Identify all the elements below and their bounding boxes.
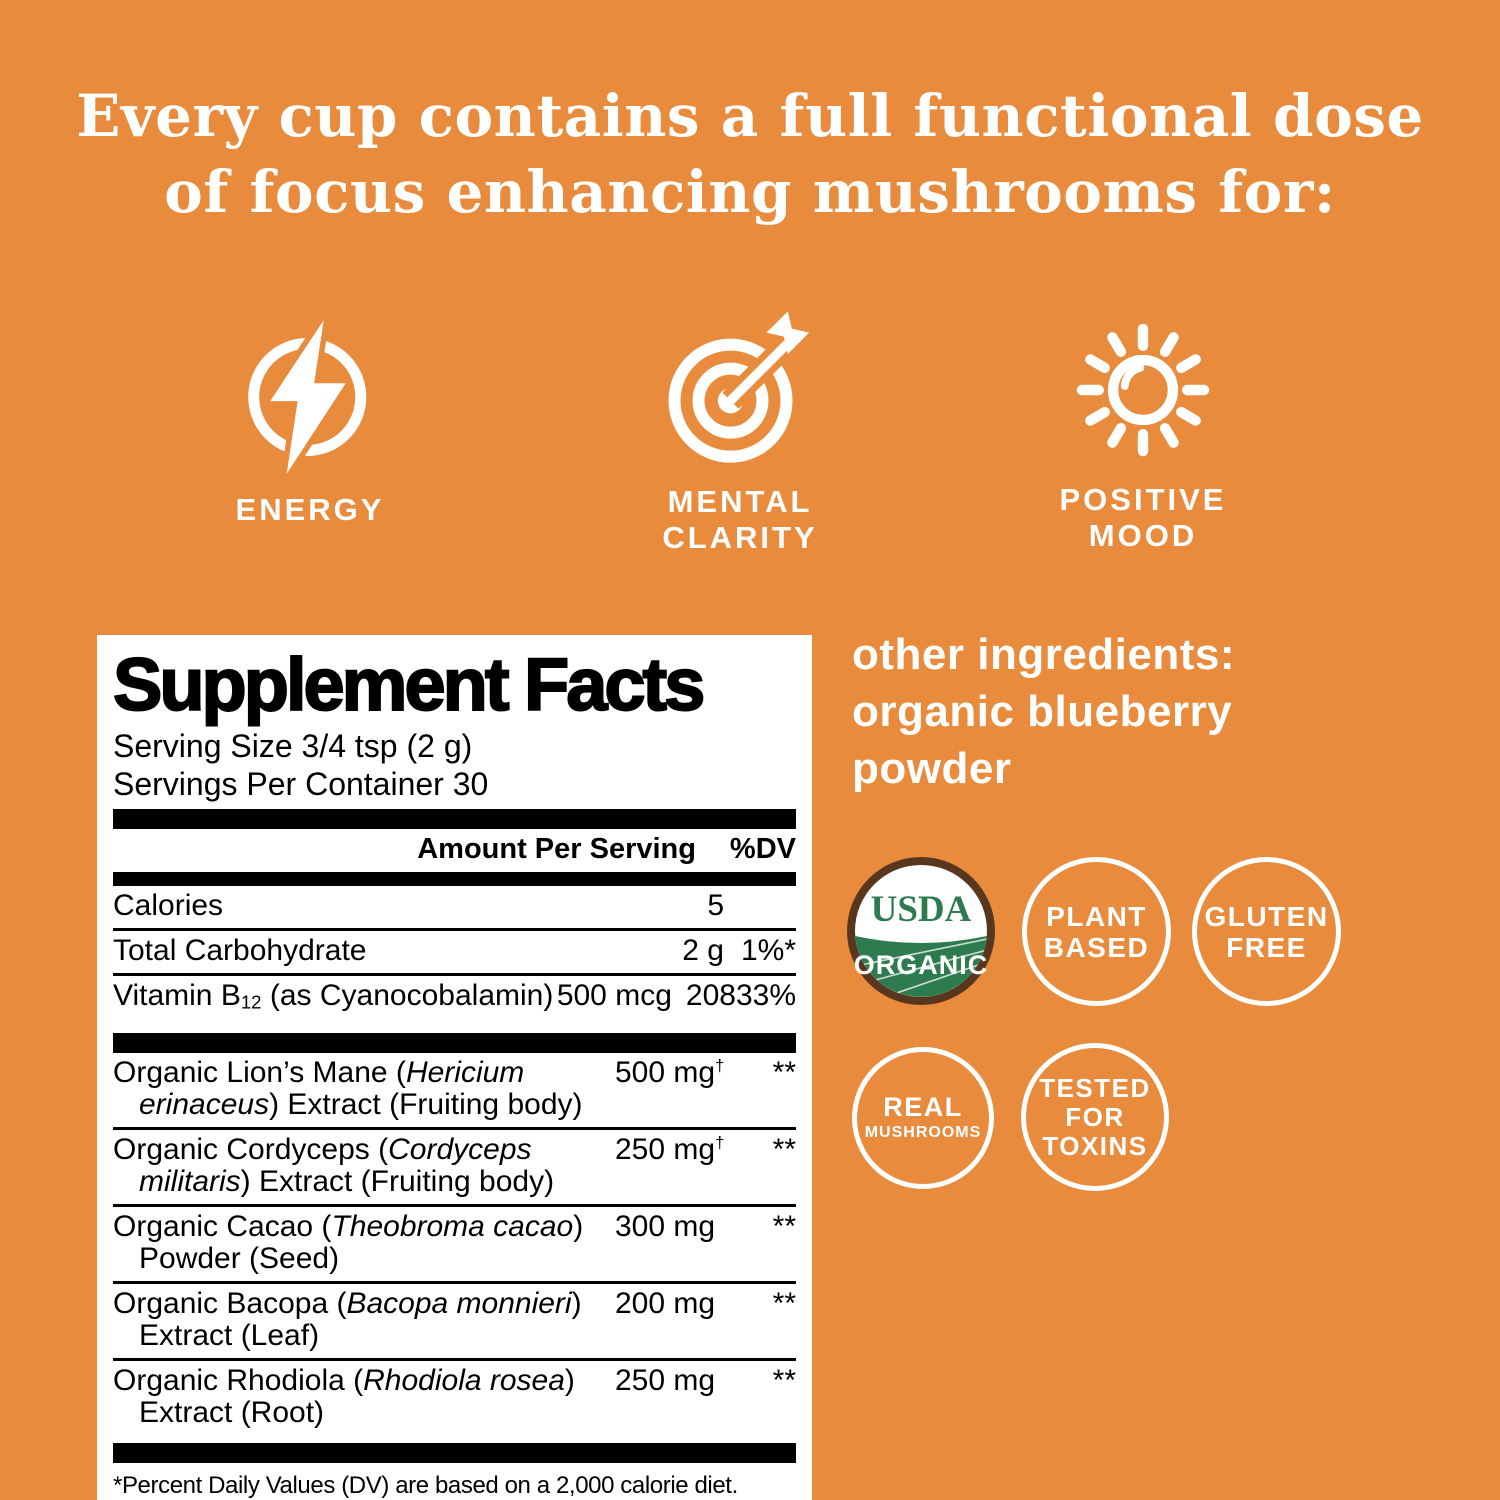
- divider-thick: [113, 1032, 796, 1053]
- other-ingredients: other ingredients: organic blueberry pow…: [852, 626, 1235, 797]
- target-arrow-icon: [668, 311, 809, 463]
- row-vitamin-b12: Vitamin B12 (as Cyanocobalamin) 500 mcg …: [113, 976, 796, 1025]
- usda-seal-top-text: USDA: [871, 889, 972, 930]
- badge-line: FREE: [1226, 931, 1307, 963]
- nutrient-dv: 1%*: [740, 934, 796, 967]
- ingredient-amount: 500 mg†: [615, 1055, 725, 1089]
- footnotes: *Percent Daily Values (DV) are based on …: [113, 1471, 796, 1500]
- divider-hairline: [113, 1203, 796, 1207]
- badge-line: MUSHROOMS: [864, 1124, 982, 1141]
- row-cordyceps: Organic Cordyceps (Cordyceps militaris) …: [113, 1130, 796, 1204]
- row-total-carbohydrate: Total Carbohydrate 2 g 1%*: [113, 931, 796, 973]
- benefit-label-line: POSITIVE: [1059, 482, 1227, 517]
- benefit-energy: ENERGY: [140, 316, 480, 528]
- other-ingredients-line: powder: [852, 744, 1012, 793]
- page-title-line1: Every cup contains a full functional dos…: [76, 82, 1424, 150]
- amount-per-serving-header: Amount Per Serving: [417, 833, 696, 865]
- nutrient-name: Calories: [113, 889, 224, 922]
- ingredient-amount: 300 mg: [615, 1209, 716, 1243]
- ingredient-name: Organic Lion’s Mane (Hericium erinaceus)…: [113, 1055, 583, 1121]
- servings-per-container: Servings Per Container 30: [113, 766, 489, 802]
- divider-thick: [113, 809, 796, 829]
- ingredient-amount: 200 mg: [615, 1286, 716, 1320]
- badge-plant-based: PLANT BASED: [1022, 857, 1171, 1006]
- dv-header: %DV: [729, 833, 796, 865]
- divider-medium: [113, 872, 796, 886]
- row-rhodiola: Organic Rhodiola (Rhodiola rosea) Extrac…: [113, 1361, 796, 1435]
- nutrient-amount: 500 mcg: [556, 979, 672, 1012]
- other-ingredients-line: other ingredients:: [852, 630, 1236, 679]
- badge-line: BASED: [1043, 931, 1150, 963]
- row-cacao: Organic Cacao (Theobroma cacao) Powder (…: [113, 1207, 796, 1281]
- ingredient-amount: 250 mg: [615, 1363, 716, 1397]
- supplement-facts-title: Supplement Facts: [112, 643, 706, 726]
- lightning-bolt-icon: [248, 316, 367, 478]
- ingredient-name: Organic Cacao (Theobroma cacao) Powder (…: [113, 1209, 584, 1275]
- ingredient-dv: **: [772, 1286, 796, 1320]
- ingredient-dv: **: [772, 1363, 796, 1397]
- page-title-line2: of focus enhancing mushrooms for:: [164, 158, 1336, 226]
- nutrient-dv: 20833%: [685, 979, 796, 1012]
- sun-icon: [1076, 323, 1210, 457]
- ingredient-dv: **: [772, 1132, 796, 1166]
- divider-hairline: [113, 1126, 796, 1130]
- divider-hairline: [113, 1280, 796, 1284]
- ingredient-name: Organic Cordyceps (Cordyceps militaris) …: [113, 1132, 555, 1198]
- row-bacopa: Organic Bacopa (Bacopa monnieri) Extract…: [113, 1284, 796, 1358]
- usda-organic-seal: USDA ORGANIC: [847, 857, 995, 1005]
- ingredient-amount: 250 mg†: [615, 1132, 725, 1166]
- benefit-positive-mood: POSITIVE MOOD: [973, 312, 1313, 554]
- badge-gluten-free: GLUTEN FREE: [1192, 857, 1341, 1006]
- ingredient-name: Organic Bacopa (Bacopa monnieri) Extract…: [113, 1286, 582, 1352]
- ingredient-dv: **: [772, 1055, 796, 1089]
- benefit-label-line: ENERGY: [235, 492, 385, 527]
- benefit-label-line: CLARITY: [662, 520, 818, 555]
- badge-line: TESTED: [1039, 1072, 1151, 1103]
- badge-line: TOXINS: [1042, 1130, 1148, 1161]
- ingredient-dv: **: [772, 1209, 796, 1243]
- badge-line: FOR: [1065, 1101, 1125, 1132]
- benefit-mental-clarity: MENTAL CLARITY: [570, 310, 910, 556]
- badge-line: REAL: [883, 1092, 963, 1122]
- supplement-facts-panel: Supplement Facts Serving Size 3/4 tsp (2…: [97, 635, 812, 1500]
- nutrient-name: Vitamin B12 (as Cyanocobalamin): [113, 979, 554, 1013]
- badge-real-mushrooms: REAL MUSHROOMS: [852, 1047, 994, 1189]
- divider-hairline: [113, 1357, 796, 1361]
- footnote-dv: *Percent Daily Values (DV) are based on …: [113, 1471, 738, 1499]
- other-ingredients-line: organic blueberry: [852, 687, 1233, 736]
- benefit-label-mental-clarity: MENTAL CLARITY: [570, 484, 910, 556]
- nutrient-amount: 2 g: [682, 934, 724, 967]
- benefit-label-energy: ENERGY: [140, 492, 480, 528]
- badge-line: GLUTEN: [1204, 900, 1329, 932]
- ingredient-name: Organic Rhodiola (Rhodiola rosea) Extrac…: [113, 1363, 575, 1429]
- benefit-label-line: MENTAL: [667, 484, 813, 519]
- usda-seal-bottom-text: ORGANIC: [854, 950, 989, 980]
- divider-thick: [113, 1442, 796, 1463]
- page-title: Every cup contains a full functional dos…: [0, 78, 1500, 230]
- serving-size: Serving Size 3/4 tsp (2 g): [113, 728, 473, 764]
- divider-hairline: [113, 973, 796, 976]
- column-headers: Amount Per Serving %DV: [113, 829, 796, 872]
- nutrient-name: Total Carbohydrate: [113, 934, 367, 967]
- benefit-label-positive-mood: POSITIVE MOOD: [973, 482, 1313, 554]
- badge-tested-for-toxins: TESTED FOR TOXINS: [1021, 1043, 1169, 1191]
- row-lions-mane: Organic Lion’s Mane (Hericium erinaceus)…: [113, 1053, 796, 1127]
- row-calories: Calories 5: [113, 886, 796, 928]
- badge-line: PLANT: [1046, 900, 1147, 932]
- benefit-label-line: MOOD: [1088, 518, 1198, 553]
- nutrient-amount: 5: [707, 889, 724, 922]
- divider-hairline: [113, 928, 796, 931]
